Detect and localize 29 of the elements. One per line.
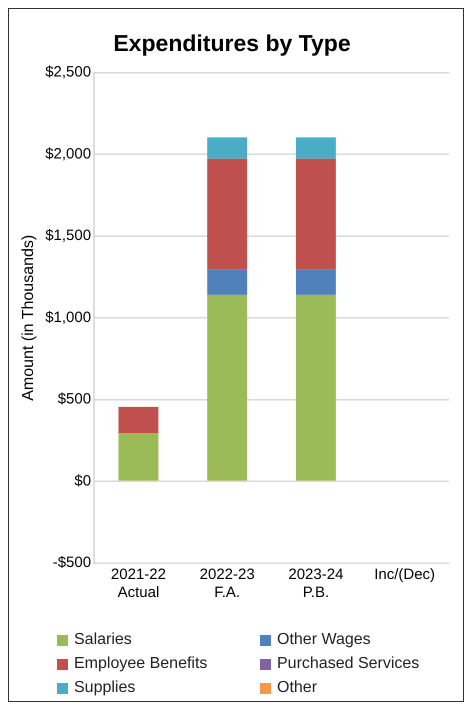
legend-label: Other Wages (277, 631, 371, 649)
x-tick-label: Inc/(Dec) (374, 566, 436, 584)
y-axis-title: Amount (in Thousands) (20, 234, 38, 401)
y-tick-label: -$500 (52, 554, 92, 572)
y-tick-label: $2,000 (45, 145, 92, 162)
bar (118, 406, 158, 434)
bar (118, 433, 158, 481)
bar (296, 158, 336, 270)
y-tick-label: $0 (74, 472, 92, 490)
y-tick-label: $1,500 (45, 227, 92, 244)
bar (207, 294, 248, 481)
y-tick-label: $2,500 (45, 64, 92, 81)
y-tick-label: $1,000 (45, 308, 92, 326)
y-tick-label: $500 (58, 390, 92, 408)
legend-label: Purchased Services (277, 655, 420, 673)
x-tick-label: 2021-22 Actual (110, 566, 166, 602)
bar (296, 137, 336, 159)
bar (296, 294, 336, 481)
legend-label: Other (277, 679, 318, 697)
legend-label: Employee Benefits (74, 655, 208, 673)
bar (207, 158, 248, 270)
chart-title: Expenditures by Type (113, 30, 351, 56)
legend-label: Salaries (74, 631, 132, 649)
bar (207, 137, 248, 159)
legend-label: Supplies (74, 679, 136, 697)
bar (207, 269, 248, 295)
bar (296, 269, 336, 295)
x-tick-label: 2023-24 P.B. (288, 566, 344, 602)
x-tick-label: 2022-23 F.A. (200, 566, 255, 602)
